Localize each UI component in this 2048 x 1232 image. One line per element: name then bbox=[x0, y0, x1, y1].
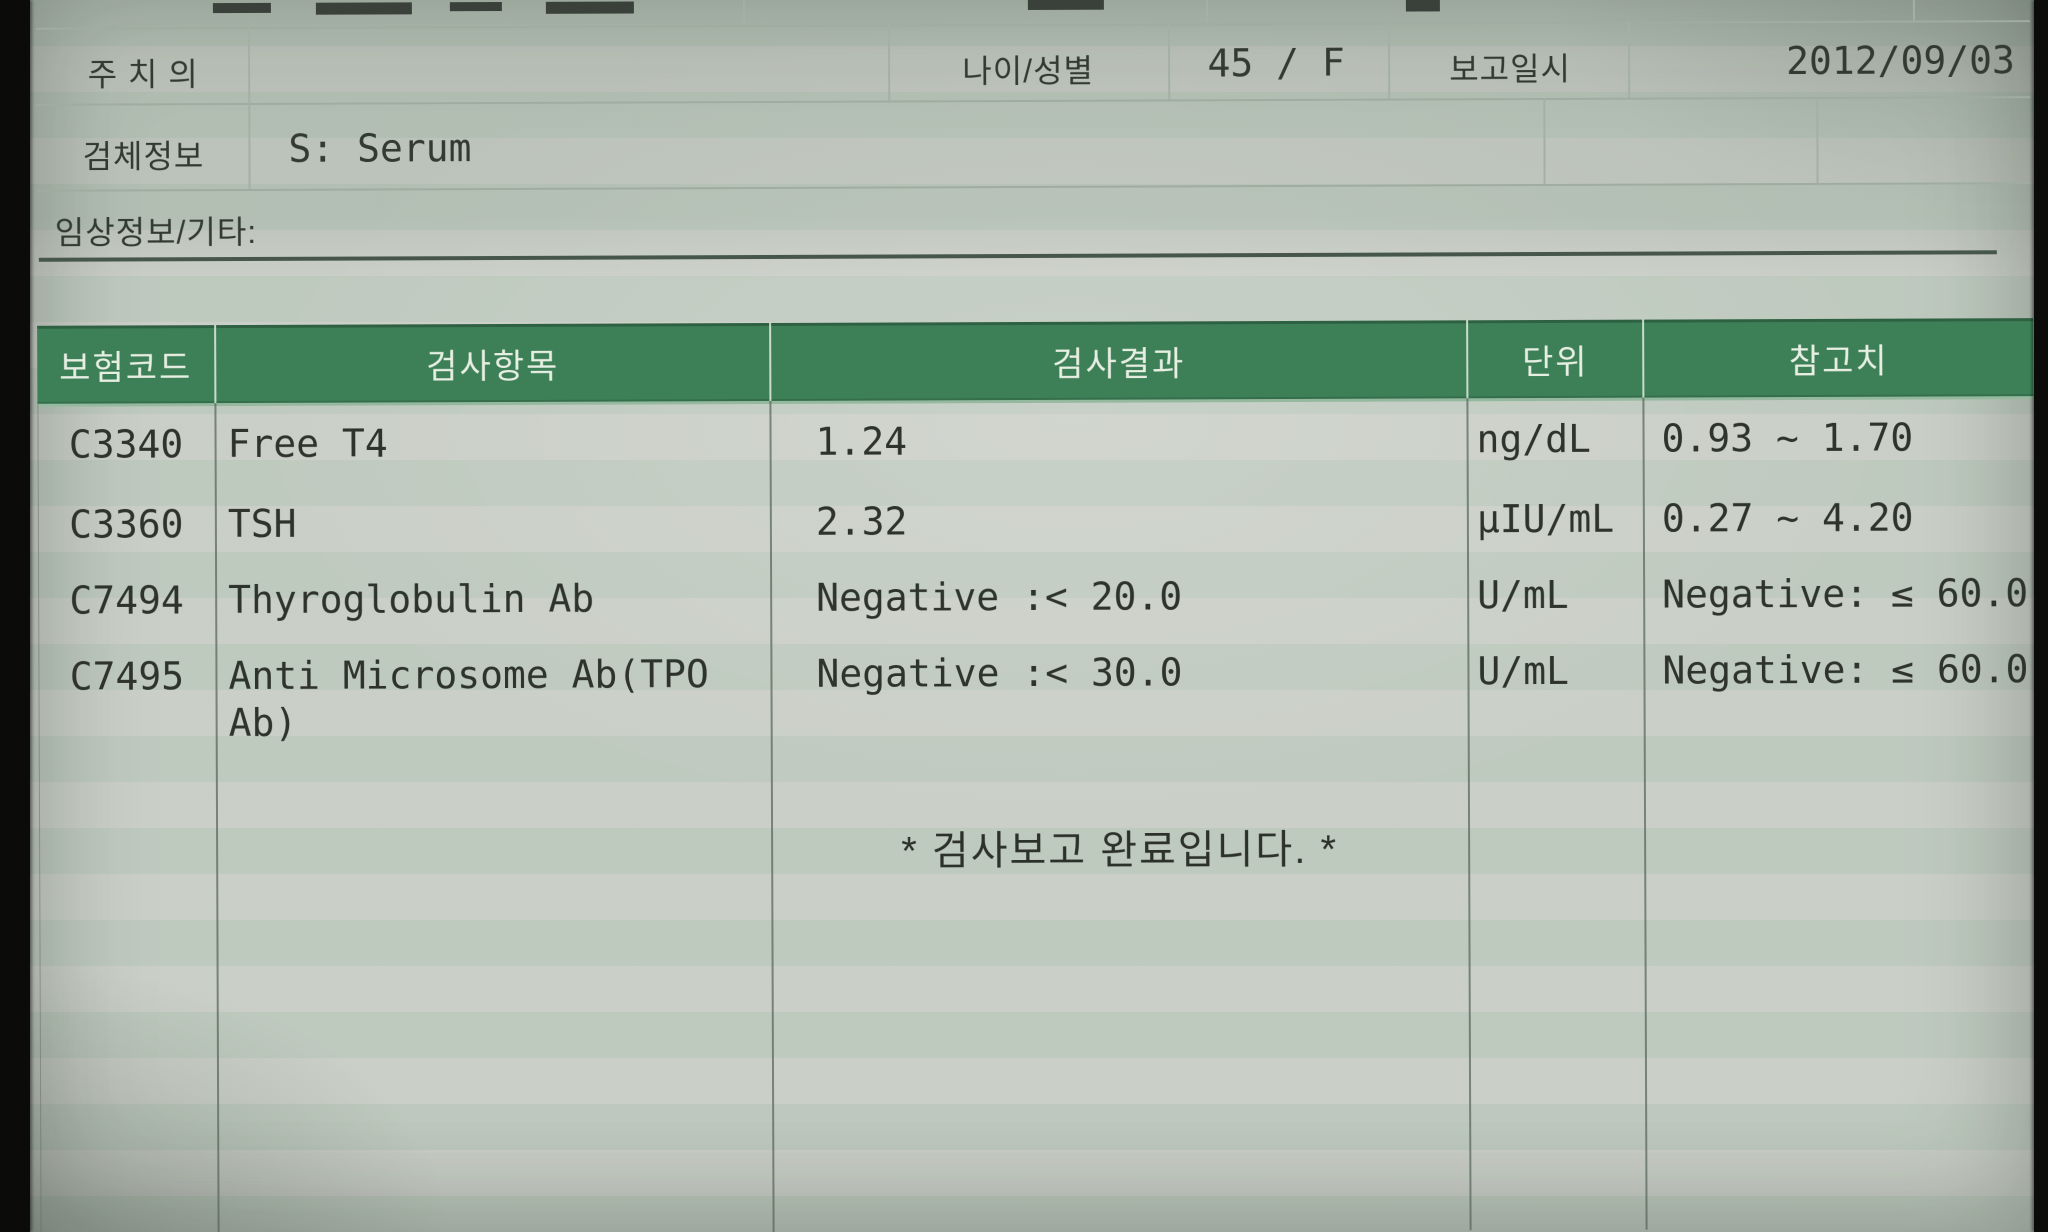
cropped-text-fragment bbox=[315, 2, 412, 15]
grid-line bbox=[36, 96, 2031, 106]
cell-test-item: Free T4 bbox=[227, 421, 388, 467]
cell-insurance-code: C7495 bbox=[69, 654, 185, 699]
report-complete-note: * 검사보고 완료입니다. * bbox=[901, 827, 1339, 874]
column-header-insurance-code: 보험코드 bbox=[59, 348, 193, 388]
report-complete-row: * 검사보고 완료입니다. * bbox=[39, 798, 2035, 892]
clinical-info-label: 임상정보/기타: bbox=[54, 213, 258, 251]
section-divider bbox=[38, 250, 1997, 262]
cropped-text-fragment bbox=[1027, 0, 1104, 10]
cell-test-result: Negative :< 20.0 bbox=[816, 574, 1183, 620]
paper-background bbox=[30, 0, 2034, 1232]
grid-line bbox=[1387, 22, 1391, 99]
table-row: C3360 TSH 2.32 µIU/mL 0.27 ~ 4.20 bbox=[38, 478, 2034, 564]
age-sex-value: 45 / F bbox=[1207, 40, 1345, 86]
grid-line bbox=[1543, 97, 1546, 185]
grid-line bbox=[1167, 23, 1171, 100]
table-row: C7494 Thyroglobulin Ab Negative :< 20.0 … bbox=[38, 556, 2034, 642]
photo-edge-right bbox=[2034, 0, 2048, 1232]
cell-test-result: 1.24 bbox=[815, 419, 908, 464]
cell-insurance-code: C7494 bbox=[69, 578, 184, 623]
cropped-text-fragment bbox=[449, 2, 502, 12]
grid-line bbox=[1627, 21, 1631, 98]
cell-reference: Negative: ≤ 60.0 bbox=[1662, 647, 2029, 693]
results-table-header: 보험코드 검사항목 검사결과 단위 참고치 bbox=[37, 318, 2034, 407]
cell-reference: Negative: ≤ 60.0 bbox=[1662, 571, 2029, 617]
cell-test-item: TSH bbox=[227, 501, 297, 547]
grid-line bbox=[742, 1, 745, 26]
column-header-unit: 단위 bbox=[1466, 319, 1643, 399]
grid-line bbox=[1912, 0, 1915, 21]
cropped-text-fragment bbox=[1405, 0, 1440, 12]
table-row: C3340 Free T4 1.24 ng/dL 0.93 ~ 1.70 bbox=[37, 396, 2033, 486]
grid-line bbox=[1816, 96, 1819, 183]
age-sex-label: 나이/성별 bbox=[962, 52, 1095, 90]
results-table-body: C3340 Free T4 1.24 ng/dL 0.93 ~ 1.70 C33… bbox=[37, 396, 2036, 1232]
grid-line bbox=[35, 20, 2030, 30]
column-header-test-item: 검사항목 bbox=[214, 322, 770, 404]
cell-test-result: 2.32 bbox=[815, 499, 908, 544]
grid-line bbox=[36, 182, 2031, 192]
cell-unit: ng/dL bbox=[1476, 416, 1592, 462]
cell-reference: 0.93 ~ 1.70 bbox=[1661, 415, 1914, 461]
report-date-value: 2012/09/03 bbox=[1786, 38, 2015, 84]
photo-edge-left bbox=[0, 0, 30, 1232]
cell-test-item-text: Anti Microsome Ab(TPO Ab) bbox=[228, 652, 709, 746]
column-header-reference: 참고치 bbox=[1642, 318, 2034, 398]
cell-unit: U/mL bbox=[1477, 648, 1570, 694]
cell-reference: 0.27 ~ 4.20 bbox=[1661, 495, 1914, 541]
table-row: C7495 Anti Microsome Ab(TPO Ab) Negative… bbox=[38, 634, 2035, 806]
grid-line bbox=[248, 102, 251, 189]
attending-physician-label: 주 치 의 bbox=[87, 56, 199, 93]
grid-line bbox=[247, 26, 251, 103]
grid-line bbox=[887, 24, 891, 101]
cell-insurance-code: C3340 bbox=[68, 422, 184, 467]
specimen-label: 검체정보 bbox=[82, 138, 205, 175]
cell-test-item: Anti Microsome Ab(TPO Ab) bbox=[215, 651, 770, 747]
cell-unit: U/mL bbox=[1477, 572, 1569, 618]
cell-insurance-code: C3360 bbox=[69, 502, 184, 547]
cell-unit: µIU/mL bbox=[1476, 496, 1615, 542]
cell-test-result: Negative :< 30.0 bbox=[816, 650, 1183, 696]
cropped-text-fragment bbox=[212, 2, 271, 14]
grid-line bbox=[1205, 0, 1208, 24]
specimen-value: S: Serum bbox=[288, 126, 472, 171]
cropped-text-fragment bbox=[545, 1, 634, 14]
report-date-label: 보고일시 bbox=[1449, 50, 1572, 88]
cell-test-item: Thyroglobulin Ab bbox=[228, 576, 595, 623]
column-header-test-result: 검사결과 bbox=[769, 320, 1467, 401]
